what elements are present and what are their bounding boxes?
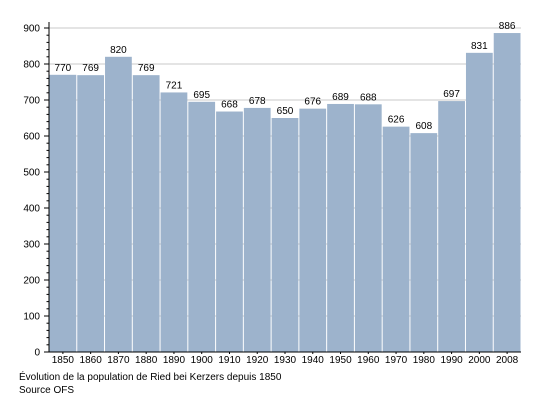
x-tick-label: 1930 [274, 355, 297, 366]
bar-1990 [438, 101, 465, 352]
bar-1950 [327, 103, 354, 353]
x-tick-label: 1970 [385, 355, 408, 366]
bar-1970 [382, 126, 410, 352]
bar-2008 [493, 33, 521, 352]
y-tick-label: 0 [34, 348, 40, 359]
bar-2000 [465, 52, 493, 353]
x-tick-label: 1880 [135, 355, 158, 366]
chart-source: Source OFS [19, 385, 75, 396]
bar-1880 [132, 75, 160, 352]
x-tick-label: 2008 [496, 355, 519, 366]
bar-1870 [105, 56, 132, 353]
data-label: 886 [499, 21, 516, 32]
data-label: 695 [193, 90, 210, 101]
bar-1910 [216, 111, 243, 353]
bar-1930 [271, 118, 299, 352]
axes [44, 22, 521, 354]
data-label: 688 [360, 92, 377, 103]
x-tick-label: 1990 [440, 355, 463, 366]
labels: 0 100 200 300 400 500 600 700 800 900 770 1850 769 18… [23, 21, 518, 366]
bar-1980 [410, 133, 438, 352]
bar-1900 [188, 101, 216, 352]
data-label: 820 [110, 45, 127, 56]
y-tick-label: 500 [23, 168, 40, 179]
data-label: 689 [332, 92, 349, 103]
data-label: 697 [443, 89, 460, 100]
bar-1940 [299, 108, 327, 352]
data-label: 626 [388, 115, 405, 126]
y-tick-label: 900 [23, 24, 40, 35]
x-tick-label: 1920 [246, 355, 269, 366]
x-tick-label: 2000 [468, 355, 491, 366]
chart-caption: Évolution de la population de Ried bei K… [19, 372, 282, 383]
x-tick-label: 1900 [191, 355, 214, 366]
y-tick-label: 200 [23, 276, 40, 287]
x-tick-label: 1870 [107, 355, 130, 366]
bars [49, 33, 521, 353]
x-tick-label: 1950 [329, 355, 352, 366]
x-tick-label: 1890 [163, 355, 186, 366]
data-label: 769 [82, 63, 99, 74]
bar-1890 [160, 92, 188, 352]
data-label: 676 [304, 97, 321, 108]
data-label: 668 [221, 100, 238, 111]
bar-1920 [243, 107, 271, 352]
data-label: 678 [249, 96, 266, 107]
data-label: 831 [471, 41, 488, 52]
data-label: 769 [138, 63, 155, 74]
y-tick-label: 100 [23, 312, 40, 323]
bar-1960 [354, 104, 382, 352]
x-tick-label: 1850 [52, 355, 75, 366]
data-label: 650 [277, 106, 294, 117]
x-tick-label: 1910 [218, 355, 241, 366]
x-tick-label: 1980 [413, 355, 436, 366]
y-tick-label: 600 [23, 132, 40, 143]
bar-1860 [77, 75, 105, 352]
y-tick-label: 400 [23, 204, 40, 215]
x-tick-label: 1940 [302, 355, 325, 366]
data-label: 770 [55, 63, 72, 74]
y-tick-label: 300 [23, 240, 40, 251]
y-tick-label: 700 [23, 96, 40, 107]
data-label: 608 [415, 121, 432, 132]
bar-1850 [49, 74, 77, 353]
y-tick-label: 800 [23, 60, 40, 71]
x-tick-label: 1960 [357, 355, 380, 366]
data-label: 721 [166, 80, 183, 91]
x-tick-label: 1860 [80, 355, 103, 366]
